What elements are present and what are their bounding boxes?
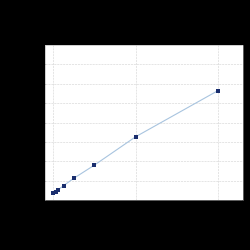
Point (72, 176, 76, 180)
Point (62, 184, 66, 188)
X-axis label: Human RNASE11
Concentration (ng/ml): Human RNASE11 Concentration (ng/ml) (105, 213, 182, 226)
Y-axis label: OD: OD (21, 117, 27, 128)
Point (134, 135, 138, 139)
Point (92, 163, 96, 167)
Point (54, 190, 58, 194)
Point (51, 191, 55, 195)
Point (56, 188, 60, 192)
Point (216, 89, 220, 93)
